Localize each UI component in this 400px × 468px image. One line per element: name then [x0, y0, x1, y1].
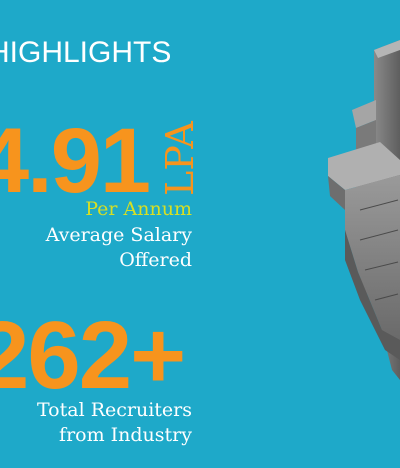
stat-caption: from Industry — [59, 424, 192, 446]
stat-value: 262+ — [0, 302, 184, 409]
building-illustration — [328, 40, 400, 380]
stat-caption: Total Recruiters — [37, 399, 192, 421]
stat-unit: LPA — [158, 121, 202, 196]
stat-value: 4.91 — [0, 110, 149, 212]
stat-caption: Average Salary — [45, 224, 193, 246]
stat-sublabel: Per Annum — [85, 198, 192, 220]
stat-caption: Offered — [119, 249, 192, 271]
title: HIGHLIGHTS — [0, 36, 171, 69]
